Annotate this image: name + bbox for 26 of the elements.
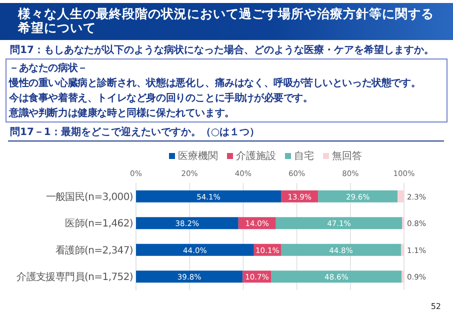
y-tick-label: 介護支援専門員(n=1,752) [16,271,134,284]
chart-title: 様々な人生の最終段階の状況において過ごす場所や治療方針等に関する希望について [17,6,434,35]
y-tick-label: 医師(n=1,462) [65,218,134,230]
bar [136,217,238,230]
legend-label: 無回答 [332,150,362,162]
text: －あなたの病状－ [9,62,88,74]
bar [280,244,402,256]
bar [276,217,402,230]
text: 今は食事や着替え、トイレなど身の回りのことに手助けが必要です。 [8,92,313,104]
text: 意識や判断力は健康な時と同様に保たれています。 [8,107,234,119]
y-tick-label: 看護師(n=2,347) [55,244,134,256]
bar [271,270,402,283]
legend-label: 介護施設 [236,150,276,162]
bar [398,190,404,202]
text: 問17－1：最期をどこで迎えたいですか。（○は１つ） [10,126,260,138]
chart-subtitle: 問17：もしあなたが以下のような病状になった場合、どのような医療・ケアを希望しますか。 [10,44,434,56]
legend-label: 自宅 [294,150,314,162]
bar [136,270,243,283]
y-tick-label: 一般国民(n=3,000) [46,192,134,203]
text: 慢性の重い心臓病と診断され、状態は悪化し、痛みはなく、呼吸が苦しいといった状態です。 [8,77,421,89]
bar [318,190,398,202]
bar [136,244,254,256]
legend-label: 医療機関 [178,150,218,162]
bar [401,244,404,256]
text: 52 [430,302,441,311]
bar [136,190,281,202]
